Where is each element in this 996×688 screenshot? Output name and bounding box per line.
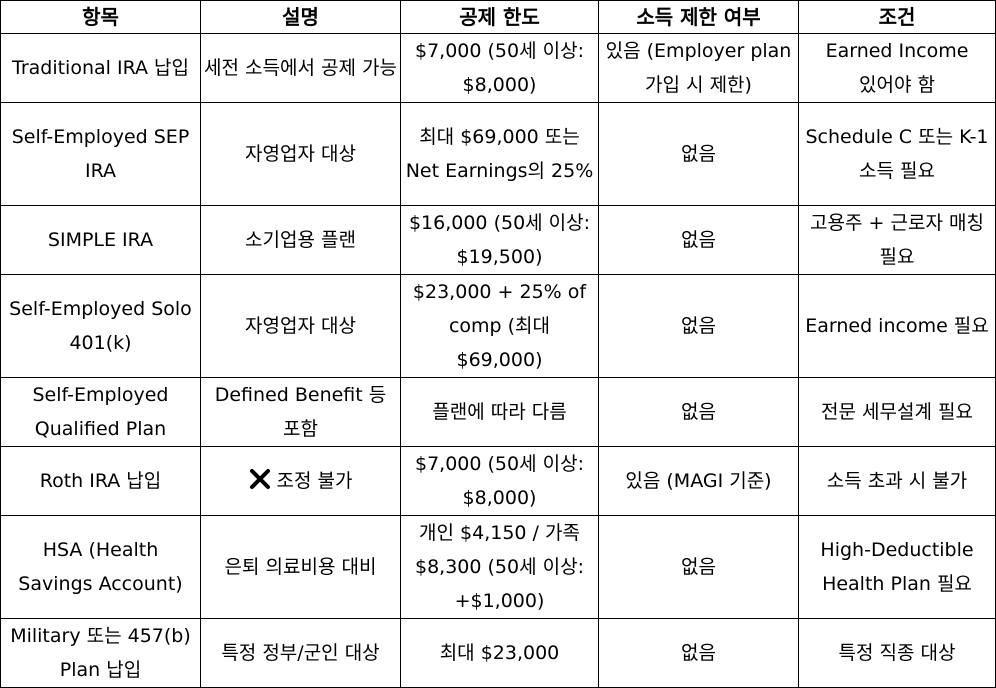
cell-item: Self-Employed SEP IRA	[0, 102, 201, 206]
cell-condition: 특정 직종 대상	[798, 618, 996, 688]
cell-income-limit: 없음	[598, 618, 799, 688]
cell-limit: $7,000 (50세 이상: $8,000)	[400, 446, 599, 516]
cell-condition: Schedule C 또는 K-1 소득 필요	[798, 102, 996, 206]
cell-condition: Earned Income 있어야 함	[798, 33, 996, 103]
cell-item: Self-Employed Qualified Plan	[0, 377, 201, 447]
cell-limit: $16,000 (50세 이상: $19,500)	[400, 205, 599, 275]
table-row: HSA (Health Savings Account) 은퇴 의료비용 대비 …	[0, 515, 996, 619]
cell-condition: High-Deductible Health Plan 필요	[798, 515, 996, 619]
cell-item: HSA (Health Savings Account)	[0, 515, 201, 619]
cell-income-limit: 없음	[598, 515, 799, 619]
cell-income-limit: 있음 (Employer plan 가입 시 제한)	[598, 33, 799, 103]
table-row: Self-Employed SEP IRA 자영업자 대상 최대 $69,000…	[0, 102, 996, 206]
header-limit: 공제 한도	[400, 0, 599, 34]
cell-description: Defined Benefit 등 포함	[200, 377, 401, 447]
cell-description: 자영업자 대상	[200, 274, 401, 378]
table-header: 항목 설명 공제 한도 소득 제한 여부 조건	[0, 0, 996, 34]
header-condition: 조건	[798, 0, 996, 34]
cell-description: 자영업자 대상	[200, 102, 401, 206]
cell-item: Roth IRA 납입	[0, 446, 201, 516]
cell-description: 세전 소득에서 공제 가능	[200, 33, 401, 103]
cell-condition: Earned income 필요	[798, 274, 996, 378]
header-income-limit: 소득 제한 여부	[598, 0, 799, 34]
cell-limit: $23,000 + 25% of comp (최대 $69,000)	[400, 274, 599, 378]
table-row: SIMPLE IRA 소기업용 플랜 $16,000 (50세 이상: $19,…	[0, 205, 996, 275]
table-row: Military 또는 457(b) Plan 납입 특정 정부/군인 대상 최…	[0, 618, 996, 688]
header-description: 설명	[200, 0, 401, 34]
cell-description: 특정 정부/군인 대상	[200, 618, 401, 688]
cell-item: SIMPLE IRA	[0, 205, 201, 275]
table-row: Self-Employed Qualified Plan Defined Ben…	[0, 377, 996, 447]
cell-limit: 플랜에 따라 다름	[400, 377, 599, 447]
cell-condition: 소득 초과 시 불가	[798, 446, 996, 516]
header-row: 항목 설명 공제 한도 소득 제한 여부 조건	[0, 0, 996, 34]
cell-income-limit: 없음	[598, 274, 799, 378]
cell-description: 소기업용 플랜	[200, 205, 401, 275]
cell-description-text: 조정 불가	[276, 470, 353, 492]
cell-condition: 전문 세무설계 필요	[798, 377, 996, 447]
table-row: Roth IRA 납입 조정 불가 $7,000 (50세 이상: $8,000…	[0, 446, 996, 516]
cell-item: Military 또는 457(b) Plan 납입	[0, 618, 201, 688]
cell-income-limit: 없음	[598, 377, 799, 447]
cell-condition: 고용주 + 근로자 매칭 필요	[798, 205, 996, 275]
cell-limit: 최대 $69,000 또는 Net Earnings의 25%	[400, 102, 599, 206]
cell-income-limit: 있음 (MAGI 기준)	[598, 446, 799, 516]
table-row: Traditional IRA 납입 세전 소득에서 공제 가능 $7,000 …	[0, 33, 996, 103]
cell-income-limit: 없음	[598, 102, 799, 206]
cell-item: Self-Employed Solo 401(k)	[0, 274, 201, 378]
cell-item: Traditional IRA 납입	[0, 33, 201, 103]
cell-description: 조정 불가	[200, 446, 401, 516]
cross-mark-icon	[249, 469, 270, 489]
cell-limit: 최대 $23,000	[400, 618, 599, 688]
table-body: Traditional IRA 납입 세전 소득에서 공제 가능 $7,000 …	[0, 33, 996, 688]
header-item: 항목	[0, 0, 201, 34]
cell-income-limit: 없음	[598, 205, 799, 275]
table-row: Self-Employed Solo 401(k) 자영업자 대상 $23,00…	[0, 274, 996, 378]
cell-limit: 개인 $4,150 / 가족 $8,300 (50세 이상: +$1,000)	[400, 515, 599, 619]
cell-description: 은퇴 의료비용 대비	[200, 515, 401, 619]
cell-limit: $7,000 (50세 이상: $8,000)	[400, 33, 599, 103]
